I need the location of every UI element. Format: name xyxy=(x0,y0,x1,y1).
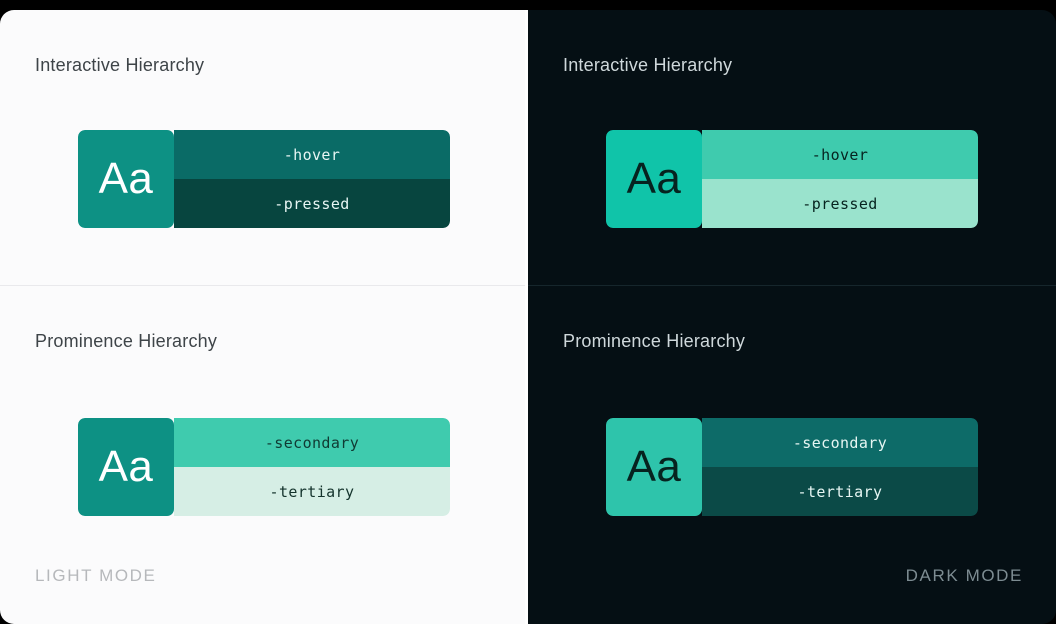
dark-interactive-hover-label: -hover xyxy=(811,145,869,164)
dark-prominence-base-swatch[interactable]: Aa xyxy=(606,418,702,516)
dark-prominence-tertiary-label: -tertiary xyxy=(797,482,883,501)
light-prominence-hierarchy-section: Prominence Hierarchy Aa -secondary -tert… xyxy=(0,286,528,624)
dark-prominence-base-swatch-label: Aa xyxy=(626,442,682,491)
light-prominence-secondary-swatch[interactable]: -secondary xyxy=(174,418,450,467)
dark-panel-section-divider xyxy=(528,285,1056,286)
dark-mode-panel: Interactive Hierarchy Aa -hover -pressed… xyxy=(528,10,1056,624)
light-mode-caption: LIGHT MODE xyxy=(35,566,157,585)
dark-interactive-base-swatch[interactable]: Aa xyxy=(606,130,702,228)
light-prominence-hierarchy-title: Prominence Hierarchy xyxy=(35,331,218,351)
dark-interactive-base-swatch-label: Aa xyxy=(626,154,682,203)
dark-prominence-hierarchy-section: Prominence Hierarchy Aa -secondary -tert… xyxy=(528,286,1056,624)
light-prominence-tertiary-label: -tertiary xyxy=(269,482,355,501)
dark-interactive-hierarchy-section: Interactive Hierarchy Aa -hover -pressed xyxy=(528,10,1056,286)
light-prominence-base-swatch-label: Aa xyxy=(98,442,154,491)
light-interactive-hierarchy-section: Interactive Hierarchy Aa -hover -pressed xyxy=(0,10,528,286)
dark-interactive-hierarchy-title: Interactive Hierarchy xyxy=(563,55,733,75)
dark-interactive-pressed-swatch[interactable]: -pressed xyxy=(702,179,978,228)
dark-prominence-hierarchy-title: Prominence Hierarchy xyxy=(563,331,746,351)
light-interactive-base-swatch[interactable]: Aa xyxy=(78,130,174,228)
light-interactive-swatch-group: Aa -hover -pressed xyxy=(78,130,450,228)
light-interactive-hover-swatch[interactable]: -hover xyxy=(174,130,450,179)
dark-interactive-swatch-group: Aa -hover -pressed xyxy=(606,130,978,228)
light-interactive-pressed-label: -pressed xyxy=(274,194,350,213)
dark-prominence-swatch-group: Aa -secondary -tertiary xyxy=(606,418,978,516)
dark-prominence-secondary-swatch[interactable]: -secondary xyxy=(702,418,978,467)
light-mode-panel: Interactive Hierarchy Aa -hover -pressed… xyxy=(0,10,528,624)
light-prominence-secondary-label: -secondary xyxy=(264,433,360,452)
light-interactive-hover-label: -hover xyxy=(283,145,341,164)
dark-prominence-tertiary-swatch[interactable]: -tertiary xyxy=(702,467,978,516)
light-panel-section-divider xyxy=(0,285,528,286)
light-interactive-base-swatch-label: Aa xyxy=(98,154,154,203)
dark-interactive-hover-swatch[interactable]: -hover xyxy=(702,130,978,179)
dark-interactive-ramp-stack: -hover -pressed xyxy=(702,130,978,228)
light-prominence-ramp-stack: -secondary -tertiary xyxy=(174,418,450,516)
light-prominence-base-swatch[interactable]: Aa xyxy=(78,418,174,516)
light-prominence-tertiary-swatch[interactable]: -tertiary xyxy=(174,467,450,516)
light-interactive-pressed-swatch[interactable]: -pressed xyxy=(174,179,450,228)
light-interactive-ramp-stack: -hover -pressed xyxy=(174,130,450,228)
dark-prominence-ramp-stack: -secondary -tertiary xyxy=(702,418,978,516)
dark-mode-caption: DARK MODE xyxy=(905,566,1023,585)
light-prominence-swatch-group: Aa -secondary -tertiary xyxy=(78,418,450,516)
panel-split-seam xyxy=(525,10,528,624)
light-interactive-hierarchy-title: Interactive Hierarchy xyxy=(35,55,205,75)
dark-interactive-pressed-label: -pressed xyxy=(802,194,878,213)
dark-prominence-secondary-label: -secondary xyxy=(792,433,888,452)
